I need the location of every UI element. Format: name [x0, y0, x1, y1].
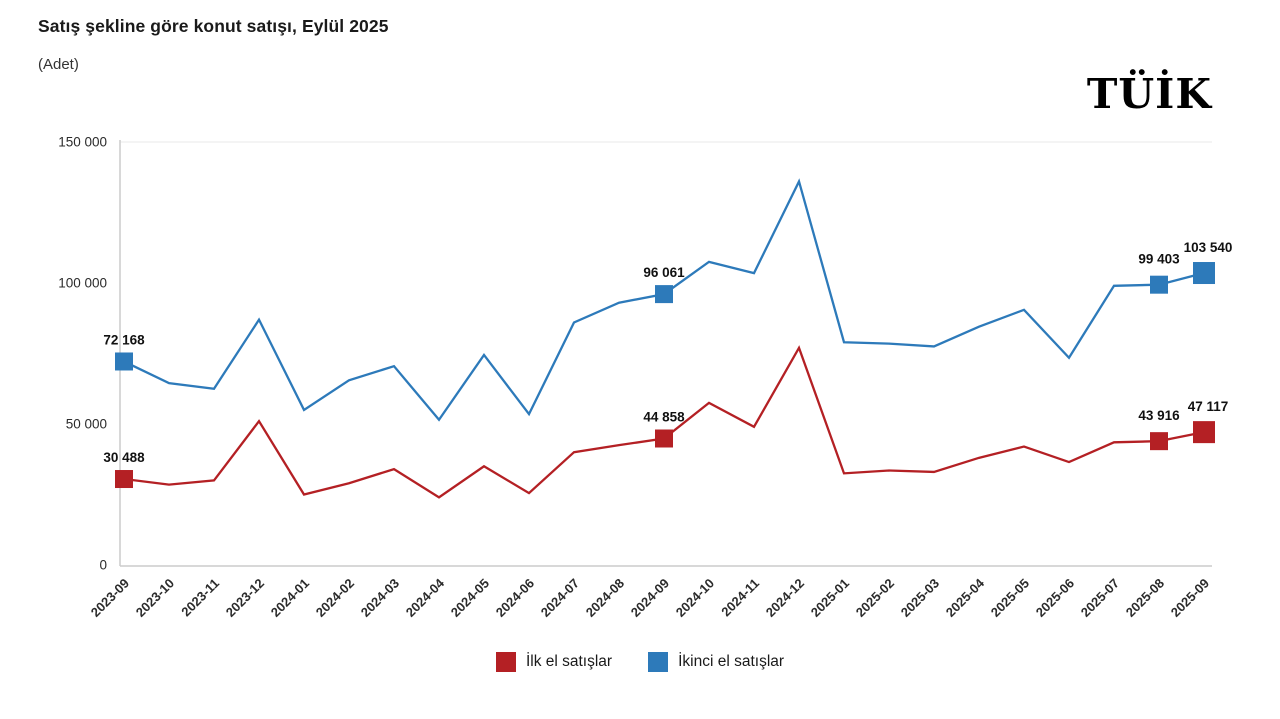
x-tick-label: 2024-04	[403, 575, 448, 620]
data-point-marker-second-hand-2025-08	[1150, 275, 1168, 294]
data-point-label: 30 488	[103, 450, 145, 465]
x-tick-label: 2025-03	[898, 576, 942, 620]
x-tick-label: 2025-01	[808, 576, 852, 620]
x-tick-label: 2025-04	[943, 575, 988, 620]
x-tick-label: 2025-05	[988, 576, 1032, 620]
x-tick-label: 2023-12	[223, 576, 267, 620]
x-tick-label: 2024-12	[763, 576, 807, 620]
data-point-marker-first-hand-2024-09	[655, 429, 673, 448]
x-tick-label: 2024-03	[358, 576, 402, 620]
tuik-logo: TÜİK	[1086, 70, 1212, 118]
legend-label-first-hand: İlk el satışlar	[525, 653, 613, 670]
x-tick-label: 2025-02	[853, 576, 897, 620]
x-tick-label: 2024-02	[313, 576, 357, 620]
x-tick-label: 2023-10	[133, 576, 177, 620]
chart-subtitle: (Adet)	[38, 56, 79, 73]
x-tick-label: 2024-07	[538, 576, 582, 620]
x-tick-label: 2024-06	[493, 576, 537, 620]
chart-legend: İlk el satışlar İkinci el satışlar	[0, 652, 1280, 672]
data-point-label: 72 168	[103, 332, 145, 347]
data-point-marker-second-hand-2024-09	[655, 285, 673, 304]
x-tick-label: 2025-07	[1078, 576, 1122, 620]
x-tick-label: 2025-09	[1168, 576, 1212, 620]
data-point-label: 43 916	[1138, 408, 1180, 423]
legend-swatch-first-hand	[495, 652, 516, 672]
y-tick-label: 150 000	[58, 135, 107, 150]
data-point-label: 103 540	[1184, 240, 1233, 255]
data-point-marker-second-hand-2023-09	[115, 352, 133, 371]
x-tick-label: 2024-08	[583, 576, 627, 620]
x-tick-label: 2024-11	[718, 576, 762, 620]
y-tick-label: 100 000	[58, 276, 107, 291]
data-point-label: 99 403	[1138, 252, 1180, 267]
chart-title: Satış şekline göre konut satışı, Eylül 2…	[38, 16, 389, 36]
data-point-marker-first-hand-2025-08	[1150, 432, 1168, 451]
x-tick-label: 2025-06	[1033, 576, 1077, 620]
legend-item-second-hand-sales[interactable]: İkinci el satışlar	[648, 652, 784, 672]
data-point-marker-first-hand-2025-09	[1193, 421, 1215, 444]
data-point-marker-second-hand-2025-09	[1193, 262, 1215, 285]
legend-label-second-hand: İkinci el satışlar	[678, 653, 785, 670]
x-tick-label: 2024-09	[628, 576, 672, 620]
x-tick-label: 2023-09	[88, 576, 132, 620]
y-tick-label: 50 000	[66, 417, 107, 432]
data-point-marker-first-hand-2023-09	[115, 470, 133, 489]
legend-swatch-second-hand	[648, 652, 669, 672]
legend-item-first-hand-sales[interactable]: İlk el satışlar	[495, 652, 613, 672]
data-point-label: 96 061	[643, 265, 685, 280]
x-tick-label: 2024-10	[673, 576, 717, 620]
y-tick-label: 0	[99, 558, 107, 573]
data-point-label: 47 117	[1188, 399, 1229, 414]
x-tick-label: 2024-01	[268, 576, 312, 620]
data-point-label: 44 858	[643, 410, 685, 425]
x-tick-label: 2025-08	[1123, 576, 1167, 620]
x-tick-label: 2023-11	[178, 576, 222, 620]
x-tick-label: 2024-05	[448, 576, 492, 620]
